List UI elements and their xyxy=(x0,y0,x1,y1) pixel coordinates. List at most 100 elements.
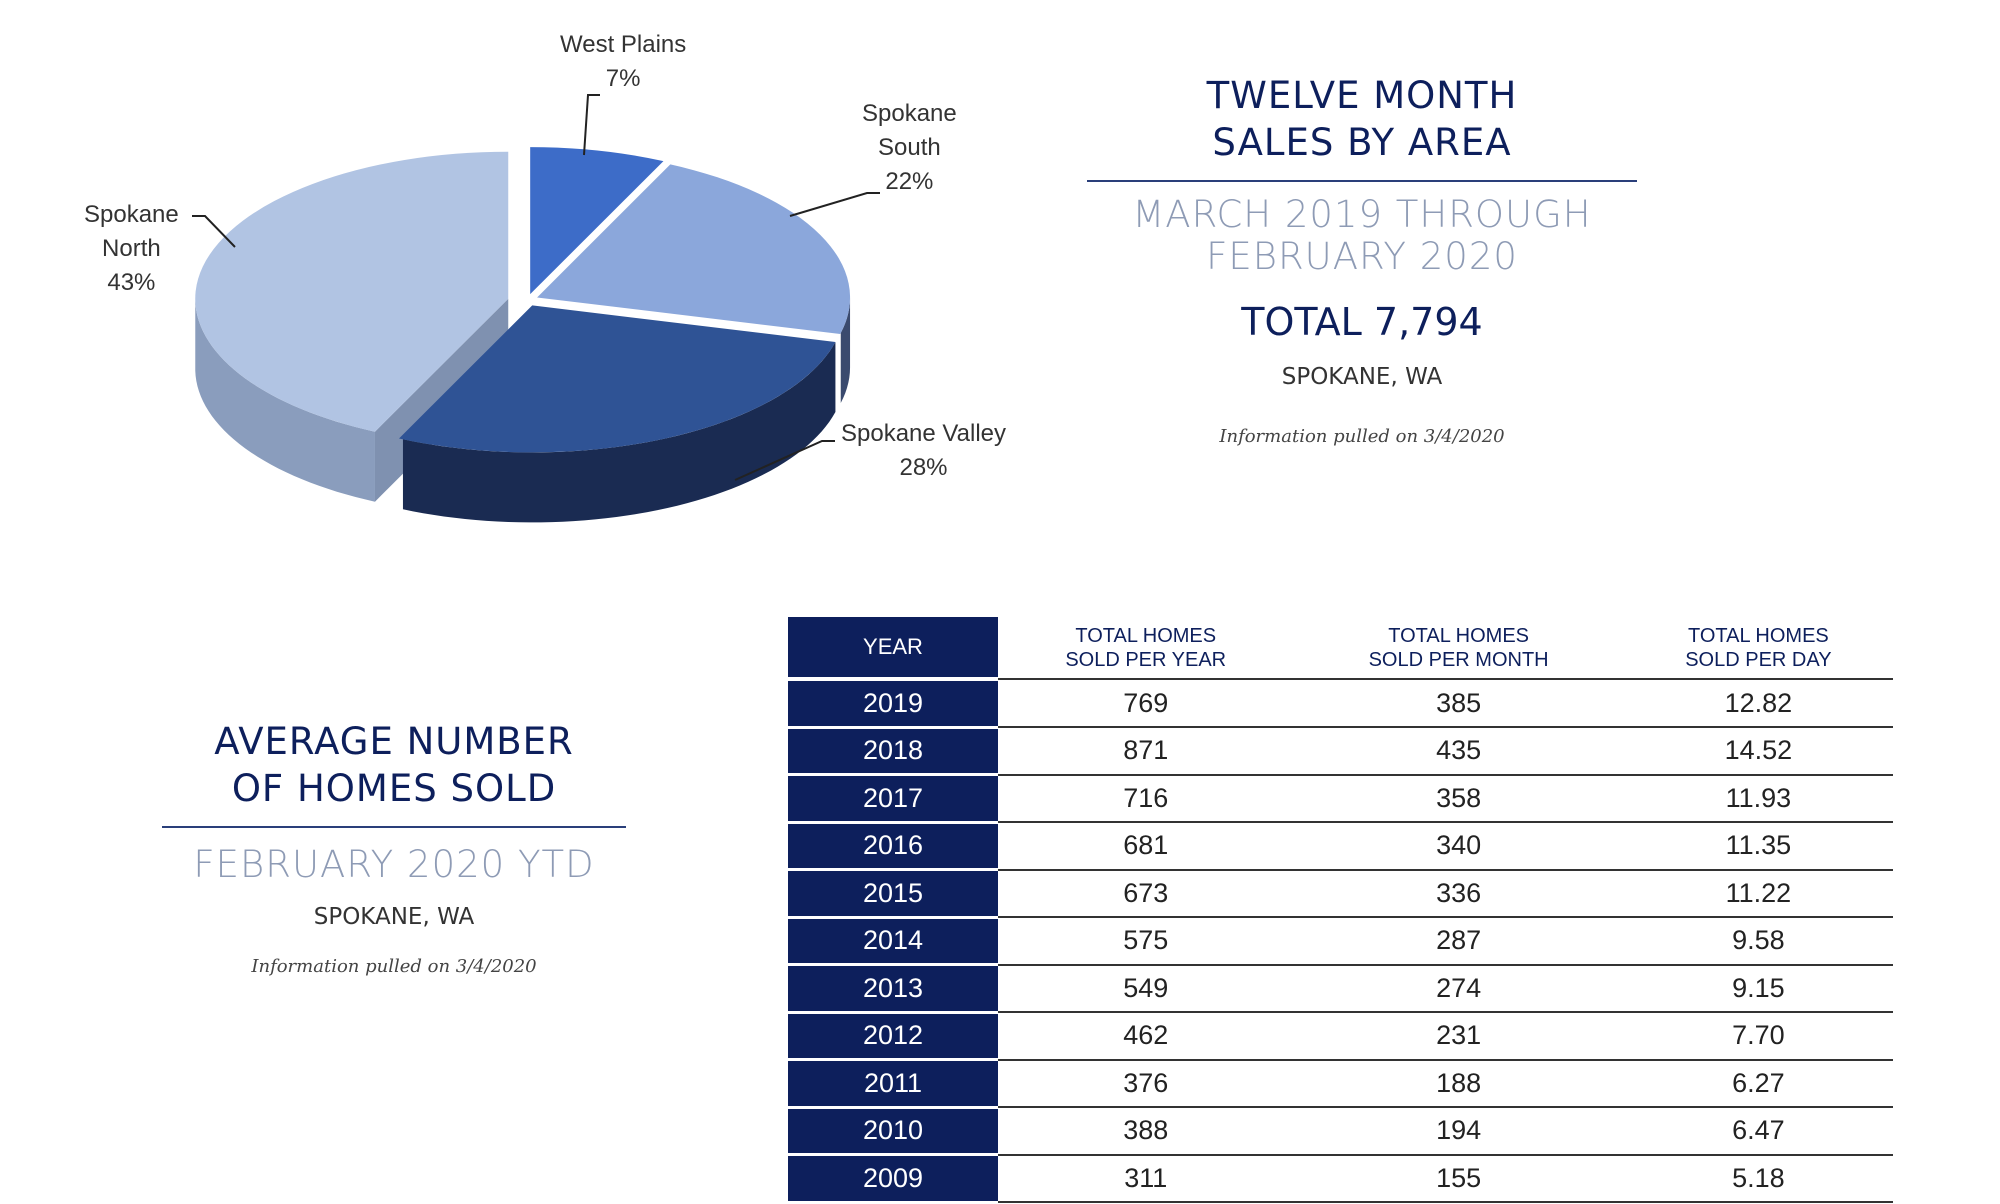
slice-pct: 28% xyxy=(899,454,948,481)
column-header: TOTAL HOMES SOLD PER YEAR xyxy=(998,617,1294,680)
value-cell: 9.15 xyxy=(1623,964,1893,1013)
table-row: 2011 376 188 6.27 xyxy=(788,1059,1893,1109)
leader-line-spokane-south xyxy=(789,192,880,217)
year-cell: 2017 xyxy=(788,774,998,824)
value-cell: 231 xyxy=(1293,1012,1624,1061)
header-line: SOLD PER MONTH xyxy=(1368,648,1549,671)
year-cell: 2018 xyxy=(788,727,998,776)
leader-line-spokane-north xyxy=(192,215,236,248)
table-row: 2019 769 385 12.82 xyxy=(788,679,1893,729)
value-cell: 385 xyxy=(1293,679,1624,728)
year-cell: 2019 xyxy=(788,679,998,729)
value-cell: 336 xyxy=(1293,869,1624,918)
value-cell: 287 xyxy=(1293,917,1624,966)
value-cell: 5.18 xyxy=(1623,1154,1893,1203)
year-cell: 2010 xyxy=(788,1107,998,1156)
value-cell: 7.70 xyxy=(1623,1012,1893,1061)
sales-title-line1: TWELVE MONTH xyxy=(1206,74,1518,117)
value-cell: 681 xyxy=(998,822,1294,871)
year-cell: 2011 xyxy=(788,1059,998,1109)
period-line2: FEBRUARY 2020 xyxy=(1206,235,1518,278)
pie-chart xyxy=(192,94,880,523)
value-cell: 462 xyxy=(998,1012,1294,1061)
pie-side-spokane-south xyxy=(840,297,851,404)
header-line: TOTAL HOMES xyxy=(1075,624,1217,647)
sales-by-area-panel: TWELVE MONTH SALES BY AREA MARCH 2019 TH… xyxy=(1087,72,1637,447)
value-cell: 11.93 xyxy=(1623,774,1893,823)
value-cell: 311 xyxy=(998,1154,1294,1203)
year-cell: 2013 xyxy=(788,964,998,1014)
info-note: Information pulled on 3/4/2020 xyxy=(251,956,537,977)
year-cell: 2012 xyxy=(788,1012,998,1061)
value-cell: 340 xyxy=(1293,822,1624,871)
header-line: SOLD PER YEAR xyxy=(1065,648,1227,671)
table-row: 2016 681 340 11.35 xyxy=(788,822,1893,871)
slice-label: Spokane North xyxy=(84,201,179,262)
slice-pct: 22% xyxy=(885,168,934,195)
location: SPOKANE, WA xyxy=(313,904,475,930)
year-cell: 2009 xyxy=(788,1154,998,1204)
table-row: 2009 311 155 5.18 xyxy=(788,1154,1893,1204)
year-cell: 2016 xyxy=(788,822,998,871)
table-row: 2014 575 287 9.58 xyxy=(788,917,1893,966)
header-line: YEAR xyxy=(863,634,923,659)
column-header: YEAR xyxy=(788,617,998,681)
slice-pct: 43% xyxy=(107,269,156,296)
value-cell: 274 xyxy=(1293,964,1624,1013)
value-cell: 11.35 xyxy=(1623,822,1893,871)
value-cell: 549 xyxy=(998,964,1294,1013)
period-line1: MARCH 2019 THROUGH xyxy=(1132,193,1592,236)
location: SPOKANE, WA xyxy=(1281,364,1443,390)
value-cell: 188 xyxy=(1293,1059,1624,1108)
value-cell: 6.27 xyxy=(1623,1059,1893,1108)
label-spokane-north: Spokane North 43% xyxy=(84,198,179,300)
slice-label: Spokane Valley xyxy=(841,420,1006,447)
column-header: TOTAL HOMES SOLD PER MONTH xyxy=(1293,617,1624,680)
column-header: TOTAL HOMES SOLD PER DAY xyxy=(1623,617,1893,680)
value-cell: 11.22 xyxy=(1623,869,1893,918)
homes-sold-table: YEAR TOTAL HOMES SOLD PER YEAR TOTAL HOMES S… xyxy=(788,617,1893,1204)
value-cell: 155 xyxy=(1293,1154,1624,1203)
value-cell: 716 xyxy=(998,774,1294,823)
slice-label: West Plains xyxy=(560,31,687,58)
value-cell: 871 xyxy=(998,727,1294,776)
table-row: 2013 549 274 9.15 xyxy=(788,964,1893,1014)
label-west-plains: West Plains 7% xyxy=(560,28,686,96)
value-cell: 769 xyxy=(998,679,1294,728)
year-cell: 2015 xyxy=(788,869,998,919)
label-spokane-south: Spokane South 22% xyxy=(862,97,957,199)
total-sales: TOTAL 7,794 xyxy=(1241,300,1483,344)
slice-label: Spokane South xyxy=(862,100,957,161)
header-line: SOLD PER DAY xyxy=(1685,648,1832,671)
average-period: FEBRUARY 2020 YTD xyxy=(193,843,595,886)
info-note: Information pulled on 3/4/2020 xyxy=(1219,426,1505,447)
average-title-line1: AVERAGE NUMBER xyxy=(214,720,574,763)
leader-line-spokane-valley xyxy=(734,440,835,481)
year-cell: 2014 xyxy=(788,917,998,966)
table-row: 2012 462 231 7.70 xyxy=(788,1012,1893,1061)
label-spokane-valley: Spokane Valley 28% xyxy=(841,417,1006,485)
average-homes-panel: AVERAGE NUMBER OF HOMES SOLD FEBRUARY 20… xyxy=(162,718,626,977)
divider xyxy=(1087,180,1637,182)
value-cell: 6.47 xyxy=(1623,1107,1893,1156)
value-cell: 575 xyxy=(998,917,1294,966)
pie-slice-west-plains xyxy=(530,147,664,295)
sales-title-line2: SALES BY AREA xyxy=(1212,121,1512,164)
pie-side-spokane-valley xyxy=(402,341,836,523)
leader-line-west-plains xyxy=(583,94,600,156)
value-cell: 673 xyxy=(998,869,1294,918)
value-cell: 14.52 xyxy=(1623,727,1893,776)
slice-pct: 7% xyxy=(605,65,641,92)
value-cell: 358 xyxy=(1293,774,1624,823)
value-cell: 9.58 xyxy=(1623,917,1893,966)
table-row: 2010 388 194 6.47 xyxy=(788,1107,1893,1156)
average-title-line2: OF HOMES SOLD xyxy=(231,767,557,810)
value-cell: 388 xyxy=(998,1107,1294,1156)
value-cell: 194 xyxy=(1293,1107,1624,1156)
table-row: 2017 716 358 11.93 xyxy=(788,774,1893,824)
value-cell: 376 xyxy=(998,1059,1294,1108)
pie-slice-spokane-valley xyxy=(398,305,836,453)
header-line: TOTAL HOMES xyxy=(1388,624,1529,647)
pie-slice-spokane-south xyxy=(537,164,851,335)
table-header-row: YEAR TOTAL HOMES SOLD PER YEAR TOTAL HOMES S… xyxy=(788,617,1893,681)
